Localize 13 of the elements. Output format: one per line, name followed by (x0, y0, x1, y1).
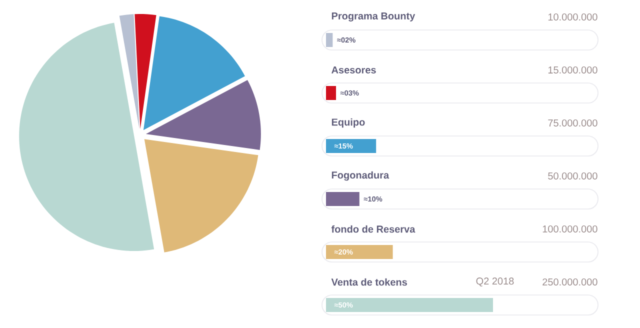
text: 250.000.000 (542, 278, 598, 286)
y-tick-label: Programa Bounty (332, 12, 416, 22)
y-tick-label: Equipo (332, 118, 365, 128)
annotation: Q2 2018 (476, 278, 514, 286)
text: 50.000.000 (548, 172, 598, 180)
text: 100.000.000 (542, 225, 598, 233)
y-tick-label: Asesores (332, 66, 376, 74)
y-tick-label: Fogonadura (332, 171, 390, 181)
y-tick-label: Venta de tokens (331, 278, 407, 286)
y-tick-label: fondo de Reserva (331, 225, 416, 233)
text: 75.000.000 (548, 119, 598, 127)
text: 15.000.000 (548, 66, 598, 74)
text: 10.000.000 (548, 13, 598, 21)
